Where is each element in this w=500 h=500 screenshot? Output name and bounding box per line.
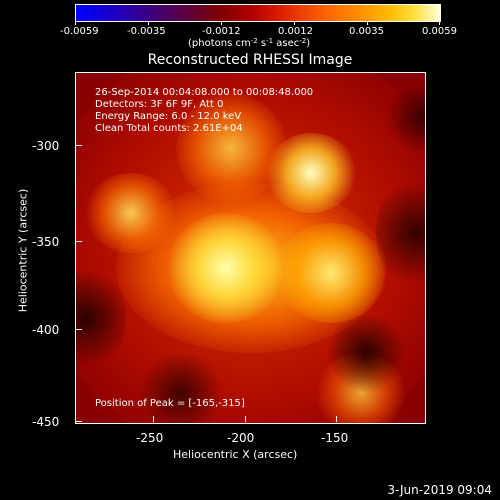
- heatmap-layer: [166, 213, 286, 323]
- colorbar-tick: [367, 21, 368, 25]
- colorbar-tick-label: 0.0012: [278, 26, 313, 37]
- x-tick-label: -200: [227, 431, 255, 445]
- heatmap-layer: [86, 173, 176, 253]
- image-title: Reconstructed RHESSI Image: [147, 52, 353, 68]
- info-peak-position: Position of Peak = [-165,-315]: [95, 398, 245, 409]
- x-tick-label: -150: [321, 431, 349, 445]
- colorbar-tick: [221, 21, 222, 25]
- y-axis-title: Heliocentric Y (arcsec): [16, 188, 30, 313]
- x-axis-tick: [245, 416, 246, 422]
- y-tick-label: -300: [32, 139, 60, 153]
- y-axis-tick: [76, 329, 82, 330]
- colorbar: [75, 4, 441, 22]
- x-axis-tick: [153, 416, 154, 422]
- y-tick-label: -400: [32, 323, 60, 337]
- colorbar-tick-label: 0.0035: [349, 26, 384, 37]
- info-energy-range: Energy Range: 6.0 - 12.0 keV: [95, 111, 242, 122]
- colorbar-tick: [148, 21, 149, 25]
- colorbar-tick: [294, 21, 295, 25]
- info-detectors: Detectors: 3F 6F 9F, Att 0: [95, 99, 224, 110]
- x-axis-tick: [336, 416, 337, 422]
- heatmap-layer: [136, 353, 226, 423]
- x-axis-title: Heliocentric X (arcsec): [173, 448, 298, 461]
- info-time-range: 26-Sep-2014 00:04:08.000 to 00:08:48.000: [95, 87, 314, 98]
- colorbar-units: (photons cm-2 s-1 asec-2): [188, 37, 311, 49]
- y-axis-tick: [76, 241, 82, 242]
- colorbar-tick: [75, 21, 76, 25]
- y-tick-label: -350: [32, 235, 60, 249]
- y-axis-tick: [76, 421, 82, 422]
- colorbar-tick-label: 0.0059: [422, 26, 457, 37]
- heatmap-layer: [176, 93, 286, 203]
- colorbar-tick-label: -0.0035: [127, 26, 166, 37]
- colorbar-tick-label: -0.0012: [202, 26, 241, 37]
- x-tick-label: -250: [136, 431, 164, 445]
- date-stamp: 3-Jun-2019 09:04: [387, 483, 492, 497]
- y-axis-tick: [76, 145, 82, 146]
- heatmap-layer: [326, 313, 406, 393]
- image-plot: 26-Sep-2014 00:04:08.000 to 00:08:48.000…: [75, 72, 426, 424]
- colorbar-tick-label: -0.0059: [60, 26, 99, 37]
- y-tick-label: -450: [32, 415, 60, 429]
- info-total-counts: Clean Total counts: 2.61E+04: [95, 123, 243, 134]
- heatmap-layer: [276, 223, 386, 323]
- colorbar-tick: [439, 21, 440, 25]
